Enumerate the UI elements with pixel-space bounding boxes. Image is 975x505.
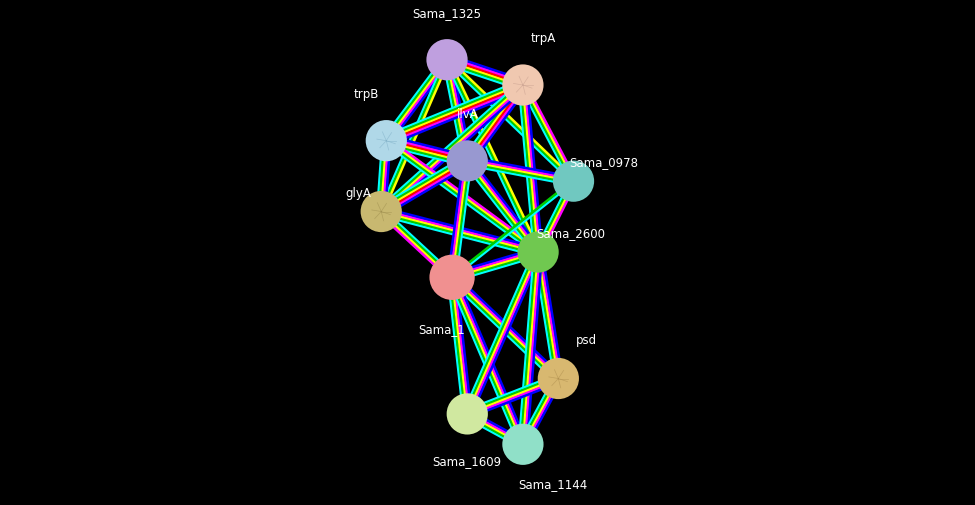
Text: Sama_2600: Sama_2600 xyxy=(536,227,605,240)
Circle shape xyxy=(448,395,487,433)
Circle shape xyxy=(367,122,406,161)
Circle shape xyxy=(555,163,593,201)
Circle shape xyxy=(428,41,466,80)
Text: trpA: trpA xyxy=(530,32,556,45)
Circle shape xyxy=(362,193,401,231)
Text: trpB: trpB xyxy=(353,88,378,101)
Text: glyA: glyA xyxy=(345,186,371,199)
Text: Sama_1609: Sama_1609 xyxy=(433,454,502,468)
Circle shape xyxy=(448,142,487,181)
Text: Sama_1: Sama_1 xyxy=(418,323,465,336)
Circle shape xyxy=(504,67,542,105)
Circle shape xyxy=(431,257,473,299)
Circle shape xyxy=(539,360,577,398)
Circle shape xyxy=(519,233,558,272)
Text: Sama_1325: Sama_1325 xyxy=(412,7,482,20)
Text: psd: psd xyxy=(575,333,597,346)
Text: Sama_1144: Sama_1144 xyxy=(519,477,588,490)
Text: Sama_0978: Sama_0978 xyxy=(569,156,639,169)
Text: ilvA: ilvA xyxy=(456,108,478,121)
Circle shape xyxy=(504,425,542,464)
